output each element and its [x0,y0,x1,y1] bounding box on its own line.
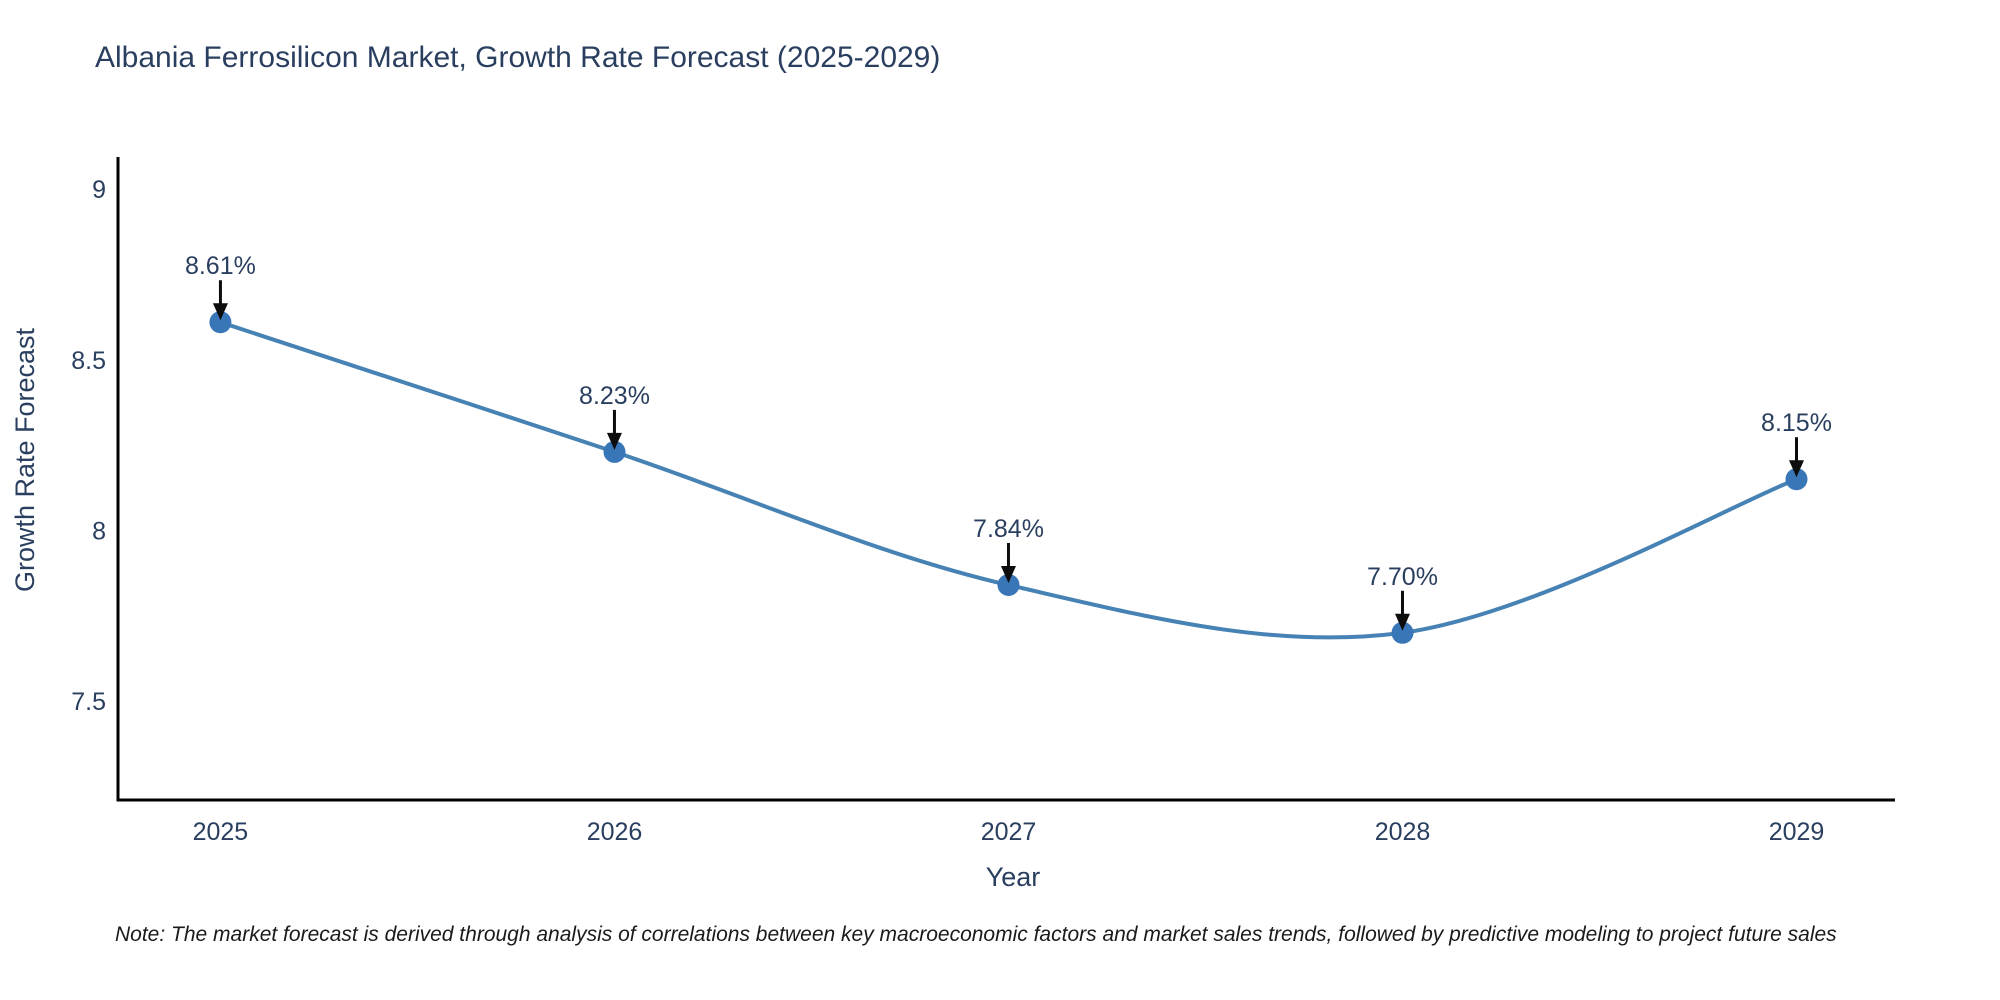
note-text: Note: The market forecast is derived thr… [115,923,1837,946]
x-axis-title: Year [986,862,1041,892]
x-axis-tick-labels: 2025 2026 2027 2028 2029 [193,818,1825,846]
data-label-2025: 8.61% [185,252,256,280]
data-point-2028[interactable] [1391,621,1414,644]
data-point-2029[interactable] [1785,468,1808,491]
y-tick-8.5: 8.5 [71,347,106,375]
annotation-arrowhead-icon [212,303,228,321]
annotation-arrowhead-icon [1394,613,1410,631]
data-label-2029: 8.15% [1761,409,1832,437]
x-tick-2026: 2026 [587,818,643,846]
y-tick-9: 9 [92,176,106,204]
annotation-arrowhead-icon [1000,566,1016,583]
data-label-2028: 7.70% [1367,563,1438,591]
annotation-arrowhead-icon [1788,460,1804,478]
data-point-markers [209,311,1808,644]
y-axis-tick-labels: 7.5 8 8.5 9 [71,176,106,716]
annotation-arrowhead-icon [606,432,622,450]
data-point-2027[interactable] [997,574,1020,596]
x-tick-2025: 2025 [193,818,249,846]
y-tick-8: 8 [92,517,106,545]
x-tick-2027: 2027 [981,818,1037,846]
data-point-2026[interactable] [603,440,626,463]
y-tick-7.5: 7.5 [71,688,106,716]
data-point-annotations: 8.61% 8.23% 7.84% 7.70% 8.15% [185,252,1832,631]
x-tick-2028: 2028 [1375,818,1431,846]
x-tick-2029: 2029 [1769,818,1825,846]
chart-title: Albania Ferrosilicon Market, Growth Rate… [95,41,940,74]
data-point-2025[interactable] [209,311,232,334]
y-axis-title: Growth Rate Forecast [10,327,40,592]
data-label-2026: 8.23% [579,382,650,410]
data-label-2027: 7.84% [973,515,1044,543]
